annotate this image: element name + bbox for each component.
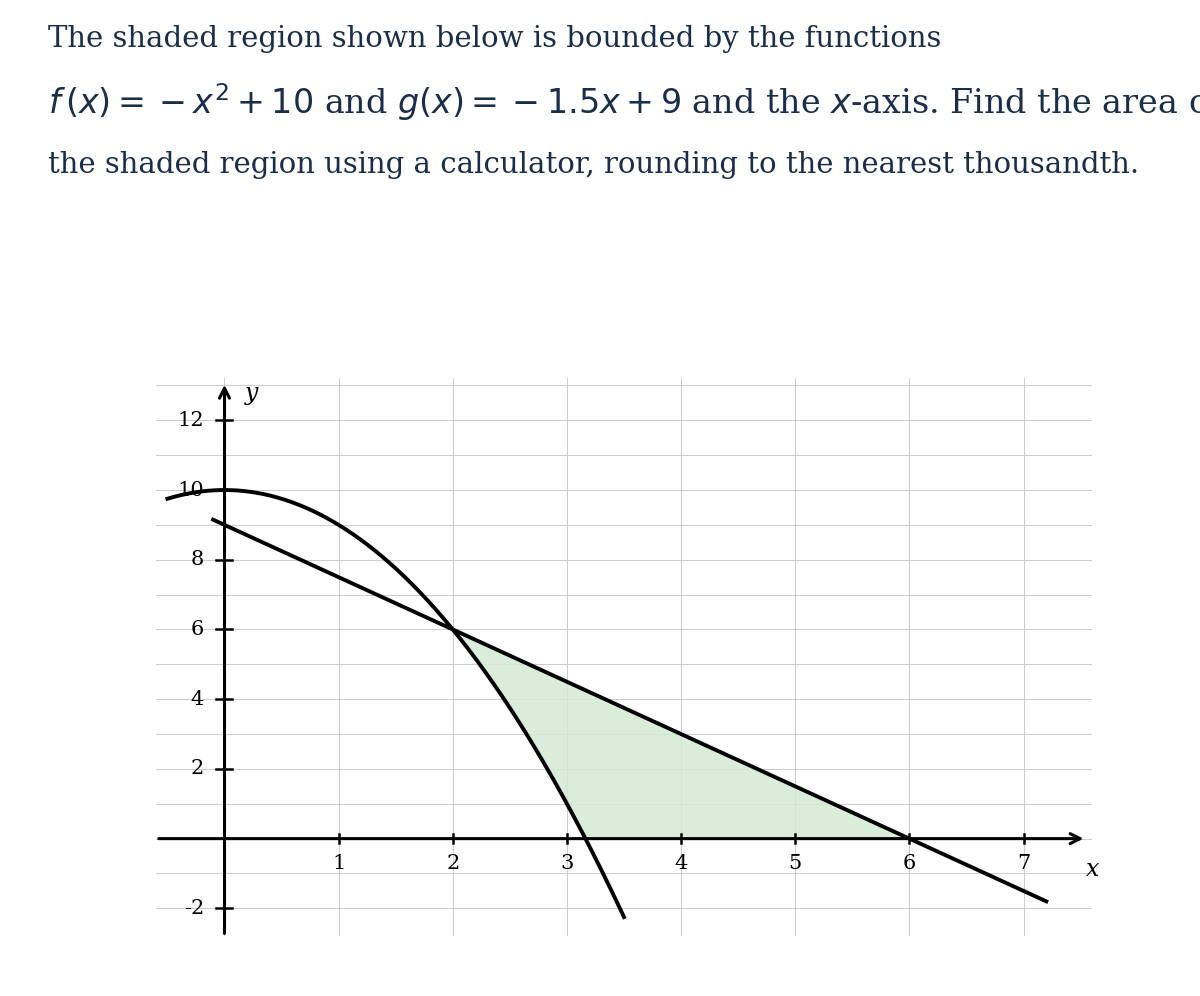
Text: 6: 6 bbox=[902, 855, 916, 873]
Text: 2: 2 bbox=[446, 855, 460, 873]
Text: 1: 1 bbox=[332, 855, 346, 873]
Text: $f\,(x) = -x^2 + 10$ and $g(x) = -1.5x + 9$ and the $x$-axis. Find the area of: $f\,(x) = -x^2 + 10$ and $g(x) = -1.5x +… bbox=[48, 82, 1200, 124]
Text: y: y bbox=[245, 381, 258, 405]
Text: The shaded region shown below is bounded by the functions: The shaded region shown below is bounded… bbox=[48, 25, 941, 53]
Text: 5: 5 bbox=[788, 855, 802, 873]
Text: 10: 10 bbox=[178, 480, 204, 500]
Text: 7: 7 bbox=[1016, 855, 1030, 873]
Text: the shaded region using a calculator, rounding to the nearest thousandth.: the shaded region using a calculator, ro… bbox=[48, 151, 1139, 179]
Text: 12: 12 bbox=[178, 410, 204, 430]
Text: -2: -2 bbox=[184, 898, 204, 918]
Text: 3: 3 bbox=[560, 855, 574, 873]
Text: x: x bbox=[1086, 858, 1099, 880]
Text: 4: 4 bbox=[674, 855, 688, 873]
Text: 2: 2 bbox=[191, 759, 204, 779]
Text: 8: 8 bbox=[191, 550, 204, 570]
Polygon shape bbox=[452, 629, 910, 839]
Text: 4: 4 bbox=[191, 689, 204, 709]
Text: 6: 6 bbox=[191, 620, 204, 639]
